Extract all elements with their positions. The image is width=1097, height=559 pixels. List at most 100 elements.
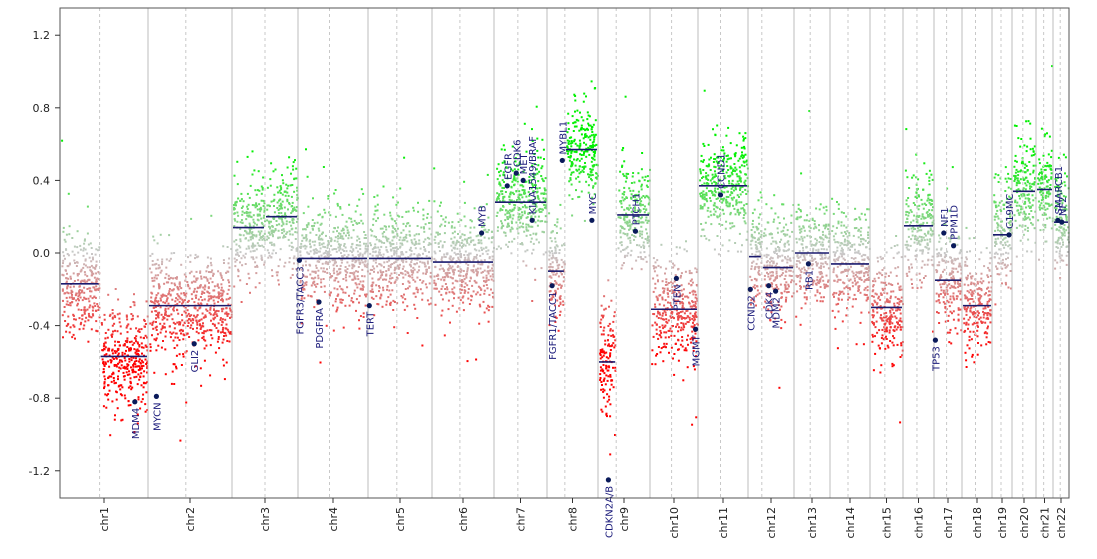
probe-point	[651, 349, 654, 352]
probe-point	[404, 298, 407, 301]
probe-point	[324, 211, 327, 214]
probe-point	[321, 262, 324, 265]
probe-point	[259, 210, 262, 213]
probe-point	[201, 337, 204, 339]
probe-point	[701, 206, 704, 208]
probe-point	[252, 233, 255, 236]
probe-point	[463, 180, 466, 183]
probe-point	[730, 197, 733, 200]
probe-point	[622, 173, 625, 176]
probe-point	[500, 247, 502, 250]
probe-point	[511, 240, 514, 243]
probe-point	[135, 360, 138, 362]
probe-point	[691, 281, 694, 284]
probe-point	[281, 232, 284, 234]
probe-point	[692, 346, 695, 349]
probe-point	[684, 270, 687, 273]
probe-point	[608, 366, 611, 369]
probe-point	[422, 218, 425, 221]
probe-point	[574, 95, 577, 97]
probe-point	[576, 158, 579, 160]
probe-point	[93, 276, 96, 279]
probe-point	[137, 373, 140, 376]
probe-point	[352, 229, 355, 232]
probe-point	[771, 257, 774, 260]
probe-point	[608, 305, 610, 308]
probe-point	[654, 363, 657, 366]
probe-point	[741, 156, 744, 159]
probe-point	[497, 245, 500, 248]
probe-point	[222, 364, 225, 367]
probe-point	[291, 233, 294, 236]
probe-point	[152, 327, 155, 330]
probe-point	[728, 239, 731, 242]
probe-point	[146, 336, 149, 339]
probe-point	[240, 198, 243, 201]
probe-point	[292, 246, 295, 249]
probe-point	[660, 347, 663, 350]
probe-point	[398, 274, 401, 276]
probe-point	[710, 214, 713, 217]
probe-point	[192, 280, 195, 283]
probe-point	[62, 251, 65, 254]
probe-point	[296, 186, 299, 189]
probe-point	[227, 330, 230, 333]
probe-point	[334, 277, 337, 280]
probe-point	[302, 228, 304, 231]
probe-point	[620, 206, 623, 209]
probe-point	[575, 177, 578, 180]
probe-point	[372, 297, 375, 300]
probe-point	[421, 281, 424, 284]
probe-point	[291, 165, 294, 168]
probe-point	[275, 271, 278, 274]
probe-point	[83, 311, 86, 314]
probe-point	[453, 286, 456, 289]
probe-point	[554, 280, 557, 282]
probe-point	[530, 187, 533, 190]
probe-point	[451, 291, 454, 294]
probe-point	[157, 264, 160, 267]
probe-point	[68, 331, 71, 334]
probe-point	[721, 168, 724, 171]
probe-point	[302, 273, 305, 276]
probe-point	[73, 259, 76, 262]
probe-point	[584, 129, 587, 132]
probe-point	[343, 244, 346, 247]
probe-point	[186, 332, 189, 335]
probe-point	[106, 336, 109, 339]
probe-point	[699, 204, 702, 207]
probe-point	[639, 209, 642, 212]
probe-point	[527, 223, 530, 226]
probe-point	[393, 301, 396, 303]
probe-point	[537, 196, 540, 199]
probe-point	[480, 246, 483, 249]
probe-point	[672, 298, 675, 301]
probe-point	[259, 245, 261, 247]
probe-point	[642, 221, 645, 224]
probe-point	[185, 401, 188, 404]
probe-point	[351, 254, 354, 257]
probe-point	[211, 322, 214, 325]
probe-point	[95, 285, 98, 288]
probe-point	[756, 258, 759, 261]
probe-point	[182, 301, 185, 304]
probe-point	[397, 267, 400, 270]
probe-point	[534, 267, 537, 270]
probe-point	[633, 199, 636, 202]
probe-point	[113, 314, 116, 317]
probe-point	[543, 231, 545, 234]
probe-point	[727, 196, 730, 198]
probe-point	[161, 327, 164, 329]
probe-point	[376, 254, 379, 257]
probe-point	[209, 295, 212, 298]
probe-point	[345, 234, 347, 237]
probe-point	[510, 185, 513, 188]
probe-point	[742, 139, 745, 142]
probe-point	[409, 249, 412, 252]
probe-point	[528, 194, 531, 197]
probe-point	[739, 171, 742, 174]
probe-point	[120, 419, 123, 422]
probe-point	[144, 403, 147, 406]
probe-point	[180, 263, 183, 266]
probe-point	[226, 328, 229, 331]
